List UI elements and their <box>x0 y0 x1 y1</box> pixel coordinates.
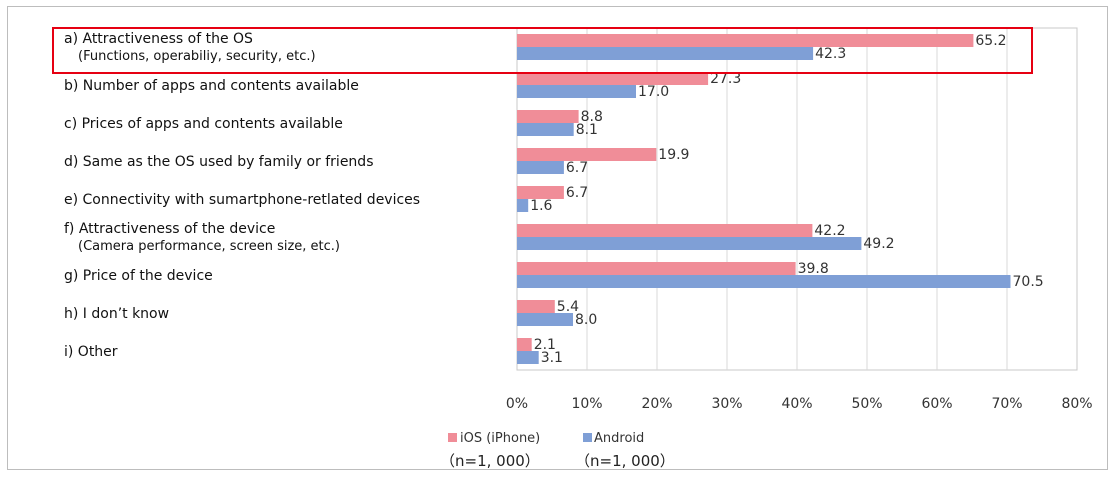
value-label-android: 6.7 <box>566 160 588 176</box>
x-tick-label: 40% <box>781 396 812 412</box>
x-axis-tick-labels: 0% 10% 20% 30% 40% 50% 60% 70% 80% <box>506 396 1093 412</box>
value-label-ios: 39.8 <box>798 261 829 277</box>
legend-label-android: Android <box>594 431 644 446</box>
bar-android <box>517 275 1011 288</box>
x-tick-label: 50% <box>851 396 882 412</box>
x-tick-label: 70% <box>991 396 1022 412</box>
category-label: g) Price of the device <box>64 268 213 284</box>
value-label-ios: 6.7 <box>566 185 588 201</box>
legend-label-ios: iOS (iPhone) <box>460 431 540 446</box>
x-tick-label: 0% <box>506 396 528 412</box>
bar-ios <box>517 338 532 351</box>
value-label-ios: 65.2 <box>975 33 1006 49</box>
legend-sample-android: （n=1, 000） <box>575 452 675 470</box>
value-label-android: 1.6 <box>530 198 552 214</box>
legend-swatch-ios <box>448 433 457 442</box>
bar-ios <box>517 186 564 199</box>
value-label-ios: 8.8 <box>581 109 603 125</box>
value-label-android: 17.0 <box>638 84 669 100</box>
bar-android <box>517 161 564 174</box>
bar-android <box>517 237 862 250</box>
x-tick-label: 30% <box>711 396 742 412</box>
x-tick-label: 20% <box>641 396 672 412</box>
bar-ios <box>517 300 555 313</box>
category-label: i) Other <box>64 344 118 360</box>
category-label: e) Connectivity with sumartphone-retlate… <box>64 192 420 208</box>
value-label-ios: 2.1 <box>534 337 556 353</box>
x-tick-label: 80% <box>1061 396 1092 412</box>
value-labels: 65.2 42.3 27.3 17.0 8.88.1 19.9 6.7 6.7 1.6 42.2 4… <box>530 33 1043 366</box>
bar-ios <box>517 224 813 237</box>
category-label: a) Attractiveness of the OS <box>64 31 253 47</box>
value-label-android: 49.2 <box>863 236 894 252</box>
value-label-ios: 5.4 <box>557 299 579 315</box>
value-label-ios: 19.9 <box>658 147 689 163</box>
bar-ios <box>517 72 709 85</box>
value-label-ios: 42.2 <box>814 223 845 239</box>
bar-android <box>517 123 574 136</box>
bars <box>517 34 1011 364</box>
category-label: b) Number of apps and contents available <box>64 78 359 94</box>
category-sublabel: (Functions, operabiliy, security, etc.) <box>78 49 316 64</box>
legend: iOS (iPhone) Android （n=1, 000） （n=1, 00… <box>440 431 675 470</box>
bar-android <box>517 313 573 326</box>
value-label-android: 8.1 <box>576 122 598 138</box>
bar-android <box>517 199 529 212</box>
bar-ios <box>517 148 657 161</box>
value-label-android: 42.3 <box>815 46 846 62</box>
category-label: d) Same as the OS used by family or frie… <box>64 154 373 170</box>
value-label-android: 3.1 <box>541 350 563 366</box>
bar-ios <box>517 34 974 47</box>
category-label: f) Attractiveness of the device <box>64 221 275 237</box>
value-label-android: 70.5 <box>1013 274 1044 290</box>
category-labels: a) Attractiveness of the OS (Functions, o… <box>64 31 420 360</box>
legend-swatch-android <box>583 433 592 442</box>
legend-sample-ios: （n=1, 000） <box>440 452 540 470</box>
x-tick-label: 60% <box>921 396 952 412</box>
category-label: h) I don’t know <box>64 306 169 322</box>
highlight-box <box>52 27 1033 74</box>
x-tick-label: 10% <box>571 396 602 412</box>
category-label: c) Prices of apps and contents available <box>64 116 343 132</box>
value-label-ios: 27.3 <box>710 71 741 87</box>
bar-android <box>517 85 636 98</box>
bar-android <box>517 351 539 364</box>
value-label-android: 8.0 <box>575 312 597 328</box>
bar-ios <box>517 262 796 275</box>
category-sublabel: (Camera performance, screen size, etc.) <box>78 239 340 254</box>
bar-android <box>517 47 814 60</box>
bar-ios <box>517 110 579 123</box>
